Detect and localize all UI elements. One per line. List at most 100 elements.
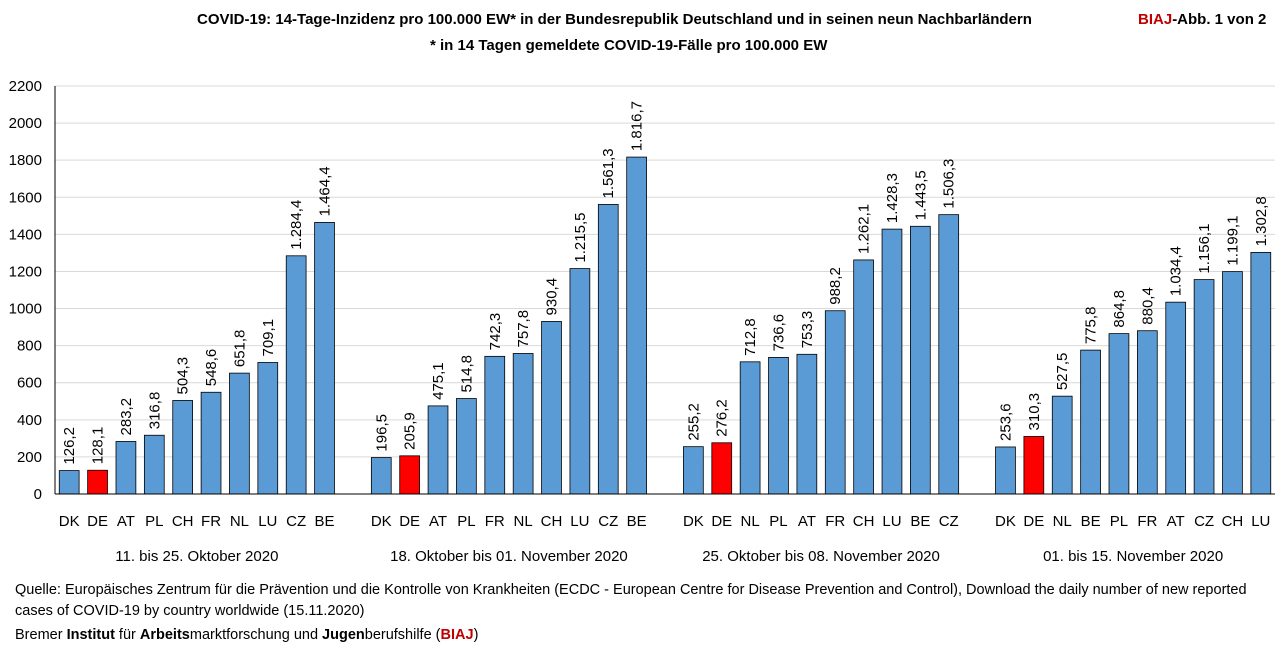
x-tick-label: CH — [1222, 513, 1244, 530]
x-tick-label: BE — [627, 513, 647, 530]
x-tick-label: LU — [258, 513, 277, 530]
data-label: 205,9 — [402, 412, 419, 450]
data-label: 1.561,3 — [600, 148, 617, 198]
bar — [683, 446, 704, 495]
data-label: 1.443,5 — [912, 170, 929, 220]
data-label: 255,2 — [685, 403, 702, 441]
data-label: 527,5 — [1054, 353, 1071, 391]
x-tick-label: LU — [882, 513, 901, 530]
y-tick-label: 800 — [17, 338, 42, 355]
organization-part: BIAJ — [440, 627, 474, 643]
x-tick-label: CZ — [1194, 513, 1214, 530]
data-label: 514,8 — [458, 355, 475, 393]
bar — [796, 353, 818, 495]
x-tick-label: PL — [1110, 513, 1128, 530]
y-tick-label: 1200 — [9, 263, 42, 280]
y-tick-label: 1000 — [9, 301, 42, 318]
data-label: 1.034,4 — [1168, 246, 1185, 296]
data-label: 1.816,7 — [629, 101, 646, 151]
group-label: 01. bis 15. November 2020 — [1043, 548, 1223, 565]
bar — [285, 255, 307, 495]
data-label: 253,6 — [997, 403, 1014, 441]
data-label: 283,2 — [118, 398, 135, 436]
organization-part: berufshilfe ( — [364, 627, 441, 643]
y-tick-label: 600 — [17, 375, 42, 392]
bar — [1136, 330, 1158, 495]
bar — [739, 361, 761, 495]
bar — [1080, 349, 1101, 495]
x-tick-label: DE — [1023, 513, 1044, 530]
y-tick-label: 200 — [17, 449, 42, 466]
x-tick-label: FR — [1137, 513, 1157, 530]
data-label: 1.302,8 — [1253, 196, 1270, 246]
x-tick-label: CH — [853, 513, 875, 530]
bar — [995, 446, 1016, 495]
data-label: 1.464,4 — [317, 166, 334, 216]
data-label: 196,5 — [373, 414, 390, 452]
y-tick-label: 1400 — [9, 226, 42, 243]
data-label: 988,2 — [827, 267, 844, 305]
bar — [370, 457, 392, 495]
figure-reference-org: BIAJ — [1138, 11, 1173, 28]
bar — [399, 455, 420, 495]
group-label: 11. bis 25. Oktober 2020 — [115, 548, 278, 565]
x-tick-label: PL — [145, 513, 163, 530]
data-label: 1.428,3 — [884, 173, 901, 223]
x-tick-label: DE — [87, 513, 108, 530]
x-tick-label: NL — [514, 513, 533, 530]
x-tick-label: CH — [172, 513, 194, 530]
chart-title: COVID-19: 14-Tage-Inzidenz pro 100.000 E… — [197, 11, 1032, 28]
chart-subtitle: * in 14 Tagen gemeldete COVID-19-Fälle p… — [430, 37, 828, 54]
bar — [172, 400, 194, 495]
data-label: 1.215,5 — [572, 213, 589, 263]
x-tick-label: DK — [59, 513, 80, 530]
x-tick-label: FR — [485, 513, 505, 530]
bar — [910, 225, 931, 495]
x-tick-label: CZ — [286, 513, 306, 530]
data-label: 930,4 — [544, 278, 561, 316]
y-tick-label: 1800 — [9, 152, 42, 169]
group-label: 18. Oktober bis 01. November 2020 — [390, 548, 628, 565]
bar — [456, 398, 477, 495]
bar — [626, 156, 647, 495]
organization-part: Bremer — [15, 627, 67, 643]
bar — [597, 204, 619, 495]
x-tick-label: BE — [1081, 513, 1101, 530]
bar — [200, 391, 222, 495]
x-tick-label: DE — [399, 513, 420, 530]
x-tick-label: DK — [371, 513, 392, 530]
y-tick-label: 1600 — [9, 189, 42, 206]
data-label: 1.506,3 — [941, 159, 958, 209]
organization-part: ) — [473, 627, 479, 643]
bar — [115, 441, 137, 495]
x-tick-label: NL — [230, 513, 249, 530]
organization-part: Institut — [66, 627, 115, 643]
figure-reference-text: -Abb. 1 von 2 — [1172, 11, 1267, 28]
data-label: 757,8 — [515, 310, 532, 348]
bar — [824, 310, 846, 495]
x-tick-label: CZ — [939, 513, 959, 530]
x-tick-label: DE — [711, 513, 732, 530]
x-tick-label: AT — [429, 513, 447, 530]
x-tick-label: NL — [1053, 513, 1072, 530]
data-label: 128,1 — [90, 427, 107, 465]
y-tick-label: 0 — [34, 486, 42, 503]
data-label: 276,2 — [714, 399, 731, 437]
data-label: 712,8 — [742, 318, 759, 356]
x-tick-label: BE — [315, 513, 335, 530]
data-label: 775,8 — [1083, 307, 1100, 345]
bar — [87, 469, 108, 495]
data-label: 1.199,1 — [1224, 216, 1241, 266]
bar — [768, 356, 789, 495]
x-tick-label: CH — [541, 513, 563, 530]
data-label: 548,6 — [203, 349, 220, 387]
bar — [1193, 279, 1215, 495]
data-label: 316,8 — [146, 392, 163, 430]
x-tick-label: NL — [741, 513, 760, 530]
x-tick-label: PL — [457, 513, 475, 530]
data-label: 1.262,1 — [856, 204, 873, 254]
bar — [58, 470, 80, 495]
x-tick-label: LU — [1251, 513, 1270, 530]
x-tick-label: LU — [570, 513, 589, 530]
